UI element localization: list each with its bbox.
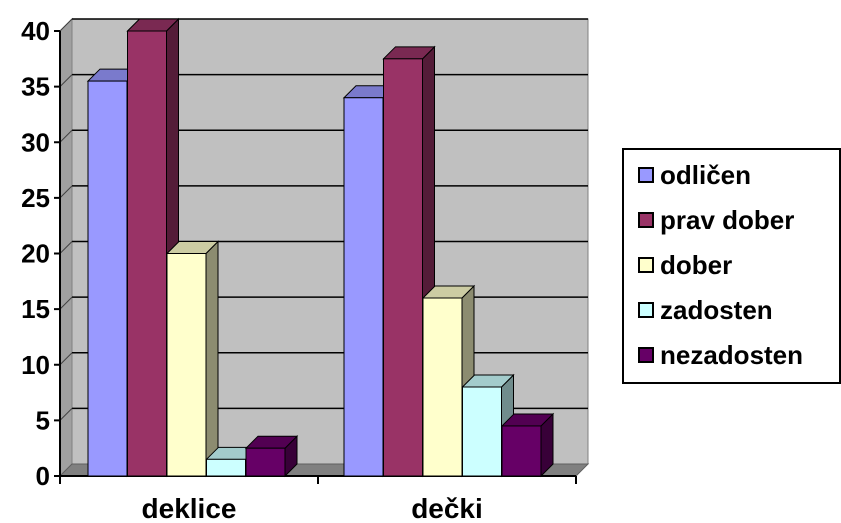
y-tick-label: 30 <box>21 127 50 157</box>
bar-front-face <box>383 58 423 477</box>
gridline-side <box>59 296 73 310</box>
gridline-side <box>59 241 73 254</box>
gridline-side <box>59 352 73 366</box>
bars <box>86 17 555 478</box>
legend-label: prav dober <box>660 204 795 235</box>
gridline-side <box>59 74 73 87</box>
legend-label: odličen <box>660 159 752 190</box>
legend-label: nezadosten <box>660 339 804 370</box>
legend-swatch <box>638 302 654 318</box>
y-tick-label: 5 <box>36 405 50 435</box>
bar-front-face <box>462 386 502 477</box>
bar-front-face <box>245 447 286 477</box>
x-axis-ticks: deklice dečki <box>59 476 577 523</box>
y-tick-label: 25 <box>21 183 50 213</box>
y-tick-label: 40 <box>21 16 50 46</box>
legend-swatch <box>638 167 654 183</box>
y-tick-label: 0 <box>36 461 50 491</box>
y-tick-label: 20 <box>21 239 50 269</box>
x-category-label: dečki <box>411 493 483 523</box>
bar-side-face <box>205 240 219 478</box>
gridline-side <box>59 408 73 421</box>
y-tick-label: 10 <box>21 350 50 380</box>
gridline-side <box>59 18 73 32</box>
legend-item: odličen <box>638 160 751 190</box>
gridline-side <box>59 185 73 199</box>
y-tick-label: 35 <box>21 72 50 102</box>
legend-item: dober <box>638 250 732 280</box>
bar-front-face <box>343 97 384 477</box>
legend-item: zadosten <box>638 295 773 325</box>
legend-label: zadosten <box>660 294 773 325</box>
bar-front-face <box>501 425 542 477</box>
bar <box>244 434 299 478</box>
legend-swatch <box>638 347 654 363</box>
legend-swatch <box>638 257 654 273</box>
legend-swatch <box>638 212 654 228</box>
legend-item: nezadosten <box>638 340 803 370</box>
bar-front-face <box>206 458 246 477</box>
bar-front-face <box>87 80 128 477</box>
bar-front-face <box>127 30 167 477</box>
legend-label: dober <box>660 249 733 280</box>
bar-front-face <box>422 297 463 477</box>
y-axis-ticks: 0 5 10 15 20 25 30 35 40 <box>21 16 60 491</box>
bar-front-face <box>166 253 207 477</box>
bar <box>500 412 555 478</box>
bar <box>382 45 436 478</box>
bar <box>165 240 220 478</box>
legend-item: prav dober <box>638 205 794 235</box>
legend: odličen prav dober dober zadosten nezadosten <box>622 148 841 384</box>
y-tick-label: 15 <box>21 294 50 324</box>
gridline-side <box>59 129 73 143</box>
x-category-label: deklice <box>142 493 237 523</box>
